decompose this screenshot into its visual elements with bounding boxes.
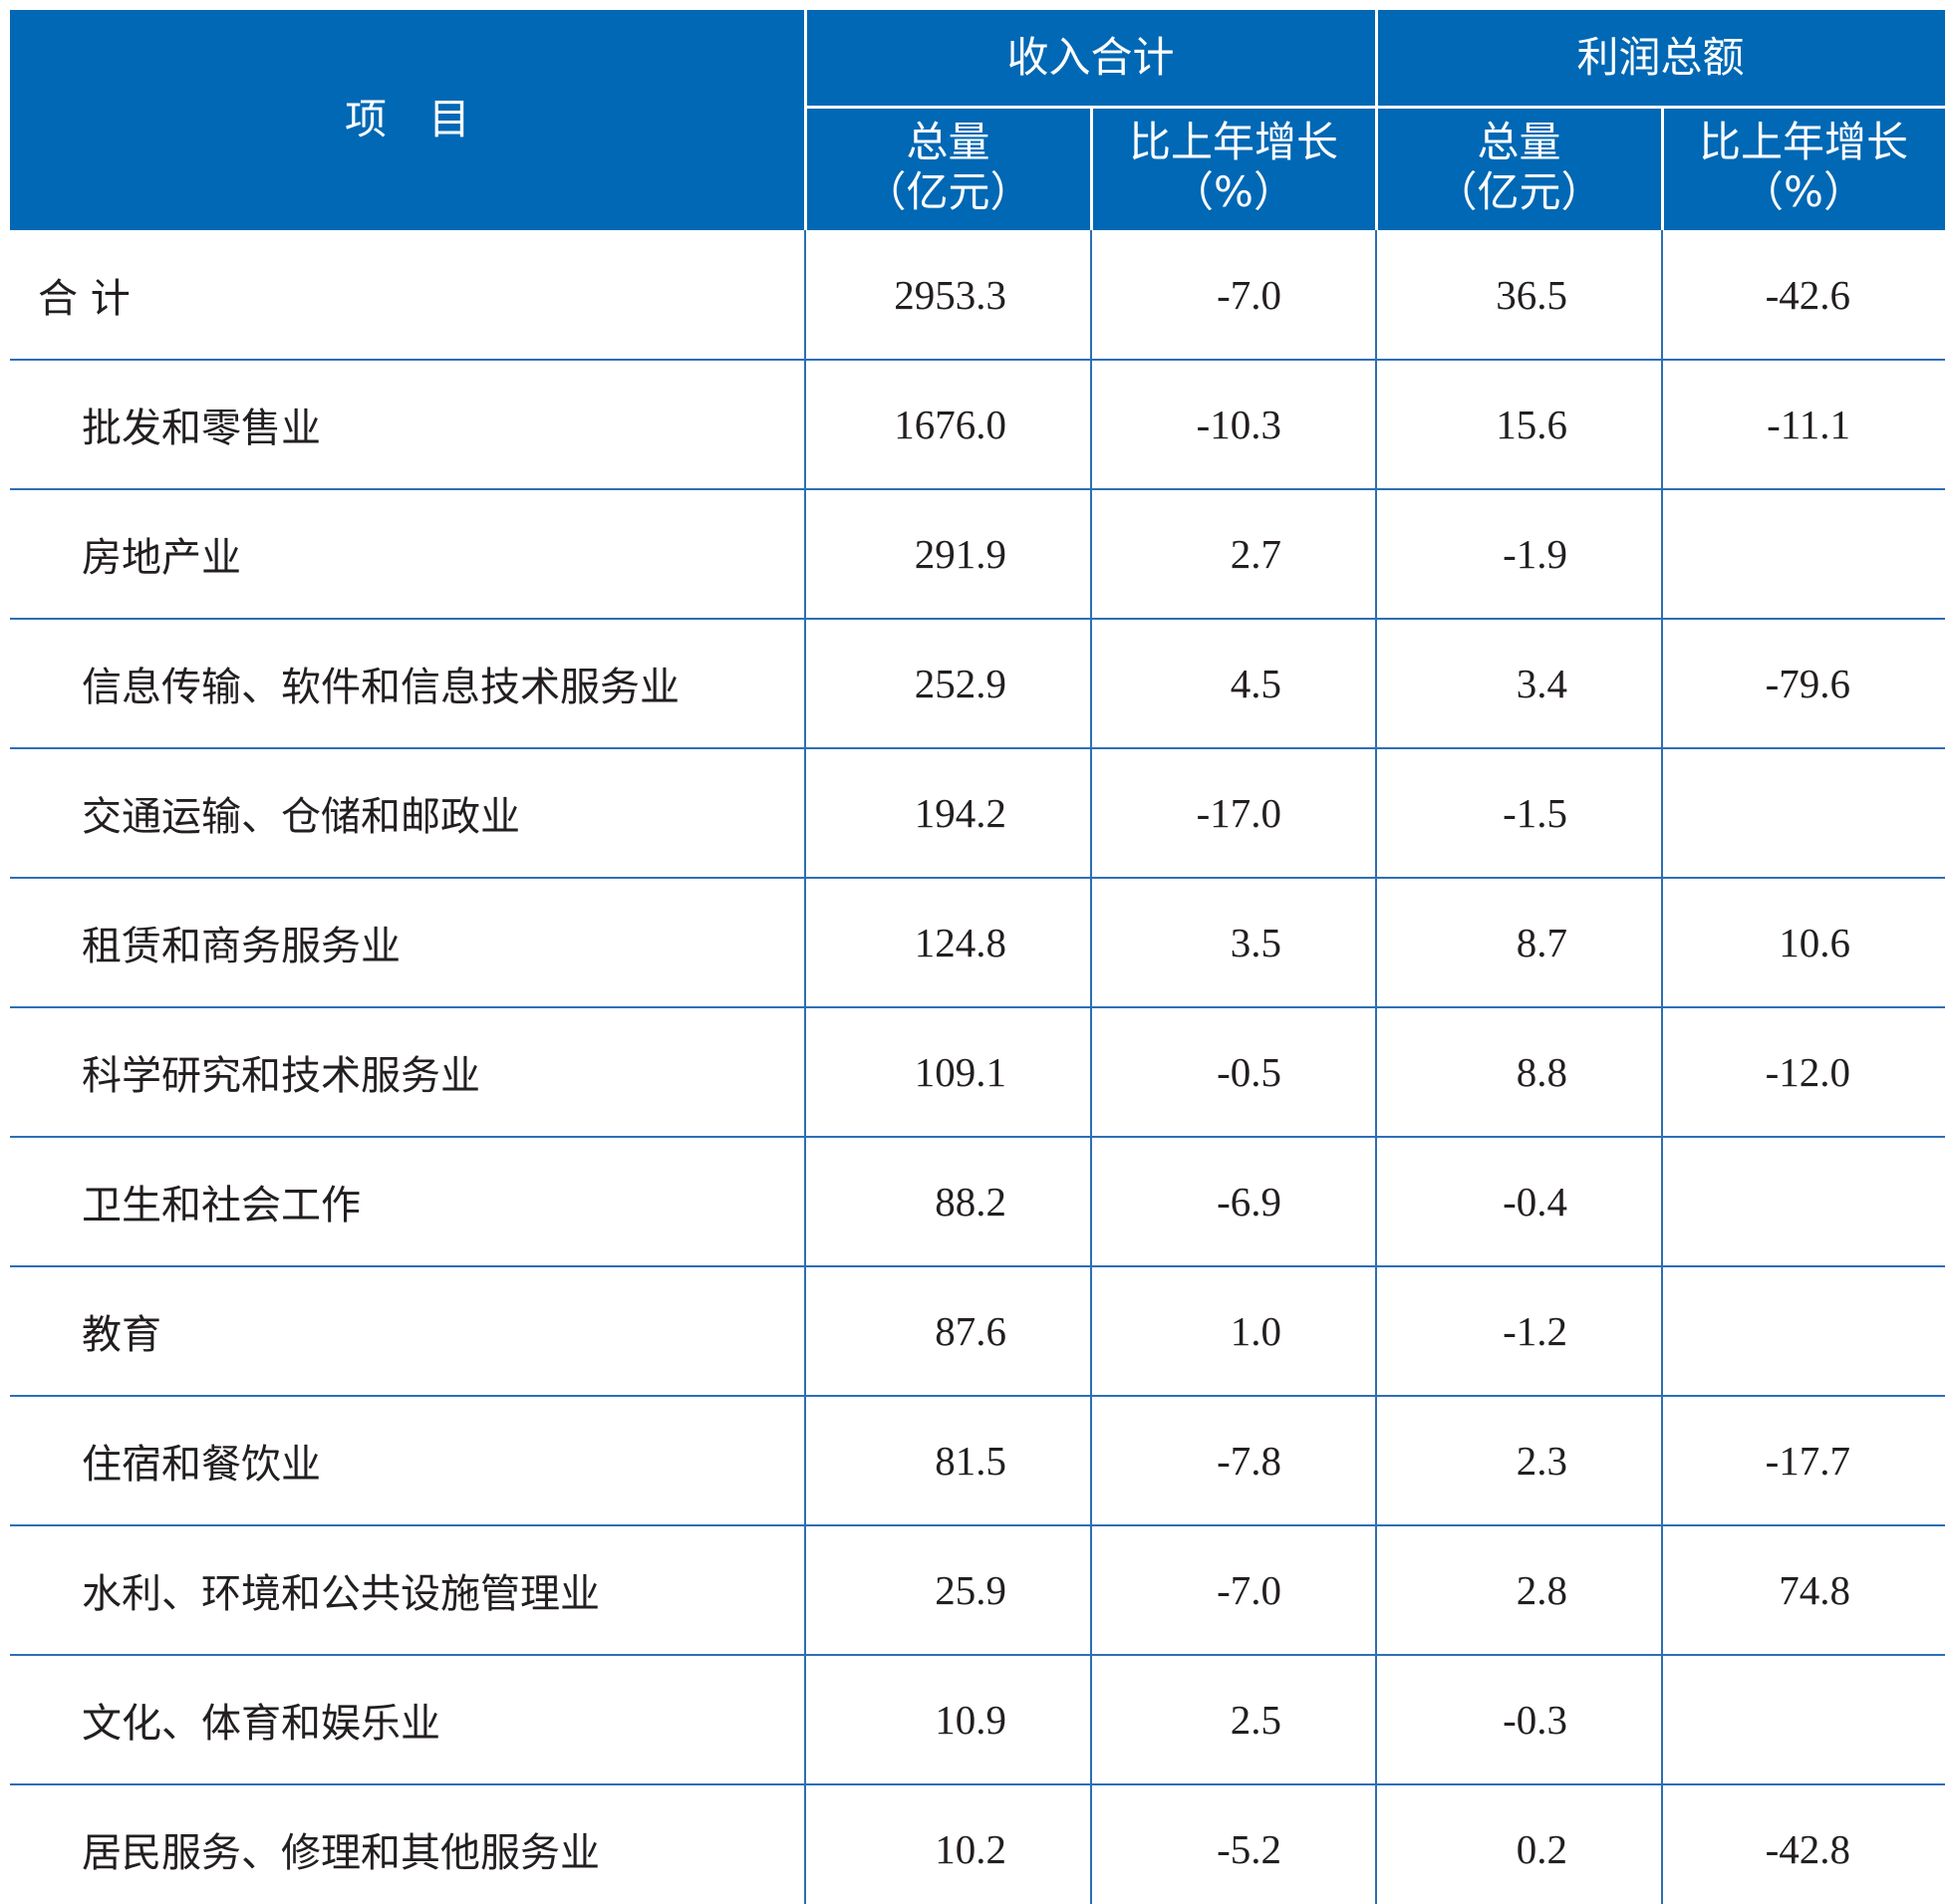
cell-value: -0.4 xyxy=(1503,1179,1567,1224)
header-text: （%） xyxy=(1742,167,1865,216)
cell-value: 291.9 xyxy=(914,531,1006,577)
header-background xyxy=(10,10,1945,230)
cell-value: -7.8 xyxy=(1217,1438,1281,1484)
header-column: 总量 （亿元） xyxy=(1376,109,1662,226)
header-text: （%） xyxy=(1172,167,1295,216)
cell-value: 25.9 xyxy=(935,1567,1006,1613)
header-text: （亿元） xyxy=(1435,167,1603,216)
row-divider xyxy=(10,1395,1945,1397)
row-label: 交通运输、仓储和邮政业 xyxy=(82,794,520,840)
row-label: 房地产业 xyxy=(82,535,241,581)
cell-value: -7.0 xyxy=(1217,1567,1281,1613)
column-divider xyxy=(1090,230,1092,1904)
column-divider xyxy=(1375,230,1377,1904)
row-label: 教育 xyxy=(82,1312,161,1358)
cell-value: 1676.0 xyxy=(894,402,1006,447)
header-divider xyxy=(1661,107,1664,230)
cell-value: -10.3 xyxy=(1196,402,1281,447)
header-item: 项 目 xyxy=(344,95,470,144)
row-divider xyxy=(10,1265,1945,1267)
header-text: 比上年增长 xyxy=(1698,117,1908,166)
row-divider xyxy=(10,618,1945,620)
cell-value: 1.0 xyxy=(1230,1308,1281,1354)
cell-value: 10.9 xyxy=(935,1697,1006,1743)
cell-value: 4.5 xyxy=(1230,661,1281,706)
cell-value: -6.9 xyxy=(1217,1179,1281,1224)
cell-value: 8.8 xyxy=(1516,1049,1567,1095)
row-divider xyxy=(10,877,1945,879)
row-label: 信息传输、软件和信息技术服务业 xyxy=(82,665,680,710)
cell-value: 2.7 xyxy=(1230,531,1281,577)
row-label: 合 计 xyxy=(38,276,131,322)
header-column: 总量 （亿元） xyxy=(805,109,1091,226)
cell-value: -7.0 xyxy=(1217,272,1281,318)
cell-value: 2953.3 xyxy=(894,272,1006,318)
header-divider xyxy=(804,10,807,230)
cell-value: -0.5 xyxy=(1217,1049,1281,1095)
cell-value: -42.8 xyxy=(1765,1826,1850,1872)
cell-value: 10.2 xyxy=(935,1826,1006,1872)
cell-value: 194.2 xyxy=(914,790,1006,836)
column-divider xyxy=(1661,230,1663,1904)
column-divider xyxy=(804,230,806,1904)
cell-value: 2.8 xyxy=(1516,1567,1567,1613)
cell-value: 15.6 xyxy=(1496,402,1567,447)
row-label: 科学研究和技术服务业 xyxy=(82,1053,480,1099)
cell-value: 2.3 xyxy=(1516,1438,1567,1484)
row-divider xyxy=(10,1654,1945,1656)
cell-value: 3.4 xyxy=(1516,661,1567,706)
row-label: 住宿和餐饮业 xyxy=(82,1442,321,1488)
row-label: 租赁和商务服务业 xyxy=(82,924,401,969)
row-divider xyxy=(10,747,1945,749)
row-divider xyxy=(10,488,1945,490)
row-label: 水利、环境和公共设施管理业 xyxy=(82,1571,600,1617)
header-text: 总量 xyxy=(1477,117,1561,166)
cell-value: -17.0 xyxy=(1196,790,1281,836)
cell-value: -12.0 xyxy=(1765,1049,1850,1095)
row-divider xyxy=(10,1136,1945,1138)
cell-value: 252.9 xyxy=(914,661,1006,706)
header-text: 比上年增长 xyxy=(1128,117,1338,166)
cell-value: 8.7 xyxy=(1516,920,1567,965)
row-divider xyxy=(10,359,1945,361)
cell-value: -1.5 xyxy=(1503,790,1567,836)
header-divider xyxy=(1090,107,1093,230)
cell-value: 74.8 xyxy=(1779,1567,1850,1613)
cell-value: 3.5 xyxy=(1230,920,1281,965)
row-label: 卫生和社会工作 xyxy=(82,1183,361,1228)
cell-value: -0.3 xyxy=(1503,1697,1567,1743)
cell-value: 81.5 xyxy=(935,1438,1006,1484)
header-text: （亿元） xyxy=(864,167,1032,216)
row-divider xyxy=(10,1006,1945,1008)
row-divider xyxy=(10,1524,1945,1526)
cell-value: -1.2 xyxy=(1503,1308,1567,1354)
cell-value: 88.2 xyxy=(935,1179,1006,1224)
cell-value: -79.6 xyxy=(1765,661,1850,706)
cell-value: -42.6 xyxy=(1765,272,1850,318)
header-column: 比上年增长 （%） xyxy=(1662,109,1945,226)
header-text: 总量 xyxy=(906,117,990,166)
cell-value: -1.9 xyxy=(1503,531,1567,577)
cell-value: -5.2 xyxy=(1217,1826,1281,1872)
row-label: 批发和零售业 xyxy=(82,406,321,451)
header-group: 利润总额 xyxy=(1576,33,1745,83)
header-divider xyxy=(1375,10,1378,230)
cell-value: 10.6 xyxy=(1779,920,1850,965)
row-label: 文化、体育和娱乐业 xyxy=(82,1701,440,1747)
row-divider xyxy=(10,1783,1945,1785)
cell-value: -17.7 xyxy=(1765,1438,1850,1484)
cell-value: 36.5 xyxy=(1496,272,1567,318)
header-group: 收入合计 xyxy=(1006,33,1175,83)
header-column: 比上年增长 （%） xyxy=(1091,109,1376,226)
header-divider xyxy=(805,106,1945,109)
cell-value: 87.6 xyxy=(935,1308,1006,1354)
cell-value: 109.1 xyxy=(914,1049,1006,1095)
cell-value: 124.8 xyxy=(914,920,1006,965)
cell-value: -11.1 xyxy=(1767,402,1850,447)
cell-value: 2.5 xyxy=(1230,1697,1281,1743)
row-label: 居民服务、修理和其他服务业 xyxy=(82,1830,600,1876)
cell-value: 0.2 xyxy=(1516,1826,1567,1872)
